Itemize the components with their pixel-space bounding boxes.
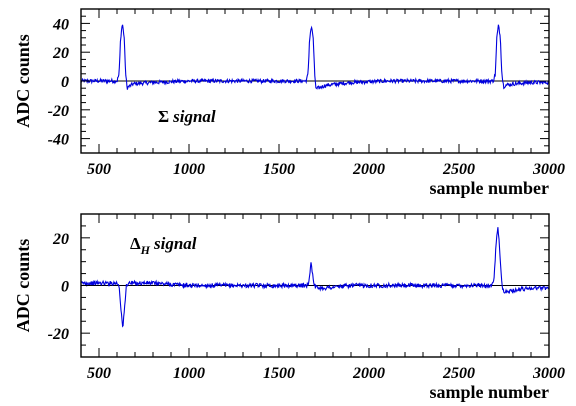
- x-tick-label: 500: [87, 365, 111, 382]
- panel-2: 500 1000 1500 2000 2500 3000 20 0 -20 ADC counts s…: [13, 213, 565, 402]
- annotation-subscript: H: [140, 243, 151, 257]
- y-tick-label: -40: [48, 132, 69, 149]
- x-tick-label: 2000: [352, 365, 385, 382]
- x-axis-label: sample number: [429, 178, 549, 198]
- y-tick-label: 0: [61, 279, 69, 296]
- signal-annotation: ΔH signal: [130, 234, 197, 257]
- y-tick-label: 20: [52, 231, 69, 248]
- panel-1: 500 1000 1500 2000 2500 3000 40 20 0 -20 -40 ADC co…: [13, 8, 565, 198]
- y-tick-label: 40: [52, 16, 69, 33]
- x-tick-label: 2000: [352, 161, 385, 178]
- y-axis-label: ADC counts: [13, 239, 33, 333]
- y-tick-label: -20: [48, 326, 69, 343]
- y-tick-label: 20: [52, 45, 69, 62]
- y-axis-label: ADC counts: [13, 34, 33, 128]
- x-tick-label: 2500: [442, 365, 475, 382]
- x-tick-label: 1000: [173, 365, 205, 382]
- series-line: [80, 24, 550, 90]
- x-tick-label: 1500: [263, 161, 295, 178]
- x-tick-label: 1500: [263, 365, 295, 382]
- annotation-symbol: Σ: [158, 107, 169, 126]
- x-tick-label: 3000: [532, 365, 565, 382]
- y-tick-label: -20: [48, 103, 69, 120]
- x-axis-label: sample number: [429, 382, 549, 402]
- annotation-text: signal: [153, 234, 197, 253]
- x-tick-label: 1000: [173, 161, 205, 178]
- x-tick-label: 2500: [442, 161, 475, 178]
- y-tick-label: 0: [61, 74, 69, 91]
- x-tick-label: 3000: [532, 161, 565, 178]
- annotation-text: signal: [172, 107, 216, 126]
- annotation-symbol: Δ: [130, 234, 141, 253]
- series-line: [80, 227, 549, 328]
- x-tick-label: 500: [87, 161, 111, 178]
